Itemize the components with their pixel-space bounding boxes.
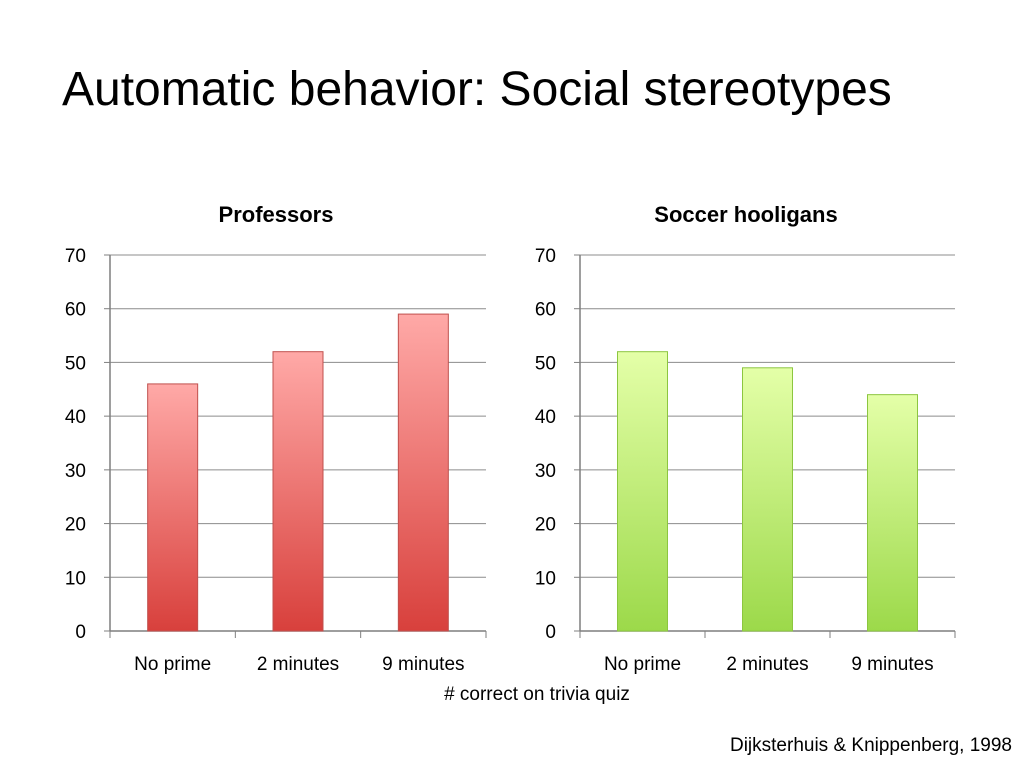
category-label: 9 minutes: [851, 654, 933, 675]
y-tick-label: 40: [535, 407, 556, 428]
y-tick-label: 0: [545, 622, 556, 643]
slide-title: Automatic behavior: Social stereotypes: [62, 63, 892, 116]
y-tick-label: 30: [535, 461, 556, 482]
bar: [147, 383, 199, 632]
category-label: 2 minutes: [726, 654, 808, 675]
bar: [617, 351, 668, 632]
y-tick-label: 0: [75, 622, 86, 643]
category-label: 2 minutes: [257, 654, 339, 675]
bar: [397, 313, 449, 632]
y-tick-label: 50: [535, 353, 556, 374]
y-tick-label: 70: [535, 246, 556, 267]
chart-title: Professors: [219, 202, 334, 227]
y-tick-label: 20: [535, 515, 556, 536]
y-tick-label: 10: [65, 568, 86, 589]
y-tick-label: 50: [65, 353, 86, 374]
shared-axis-label: # correct on trivia quiz: [444, 684, 630, 705]
bar: [272, 351, 324, 632]
y-tick-label: 20: [65, 515, 86, 536]
category-label: 9 minutes: [382, 654, 464, 675]
y-tick-label: 40: [65, 407, 86, 428]
y-tick-label: 30: [65, 461, 86, 482]
y-tick-label: 10: [535, 568, 556, 589]
y-tick-label: 70: [65, 246, 86, 267]
category-label: No prime: [604, 654, 681, 675]
category-label: No prime: [134, 654, 211, 675]
y-tick-label: 60: [535, 300, 556, 321]
bar: [742, 367, 793, 632]
chart-title: Soccer hooligans: [654, 202, 837, 227]
y-tick-label: 60: [65, 300, 86, 321]
citation: Dijksterhuis & Knippenberg, 1998: [729, 735, 1012, 756]
bar: [867, 394, 918, 632]
